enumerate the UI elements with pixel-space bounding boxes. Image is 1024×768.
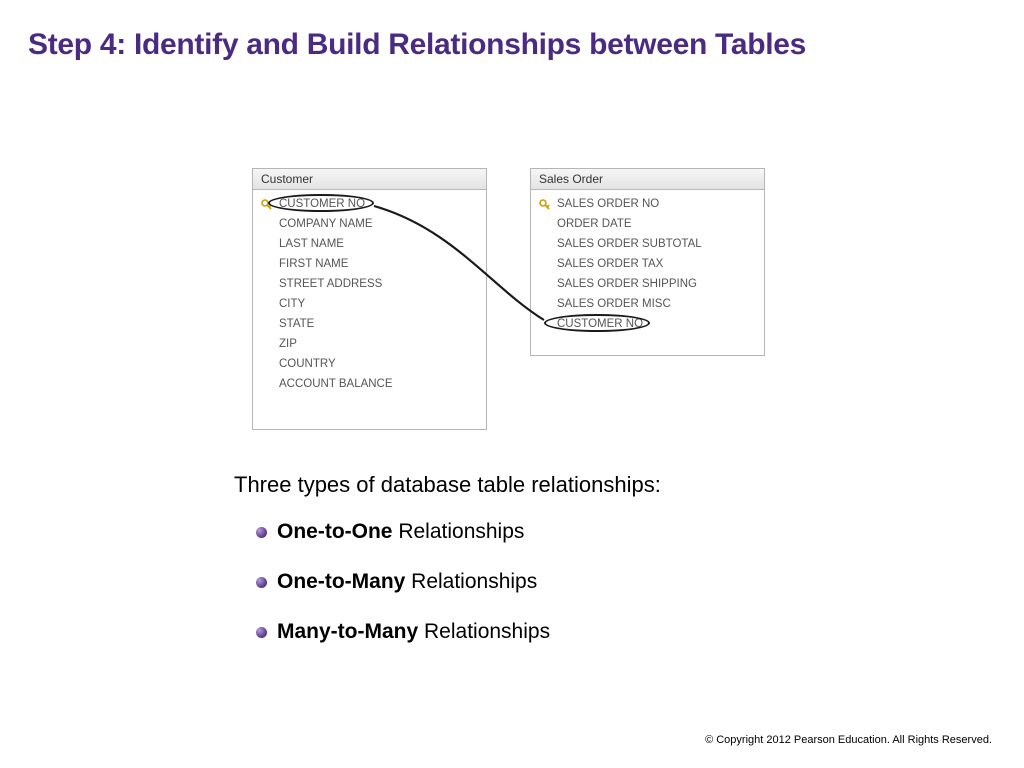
field-label: SALES ORDER MISC bbox=[557, 298, 671, 310]
bullet-rest: Relationships bbox=[405, 570, 537, 593]
bullet-bold: Many-to-Many bbox=[277, 620, 418, 643]
field-label: SALES ORDER SHIPPING bbox=[557, 278, 697, 290]
field-label: FIRST NAME bbox=[279, 258, 348, 270]
field-label: SALES ORDER TAX bbox=[557, 258, 663, 270]
field-row: SALES ORDER NO bbox=[557, 194, 758, 214]
field-row: LAST NAME bbox=[279, 234, 480, 254]
field-label: STATE bbox=[279, 318, 314, 330]
field-row: ACCOUNT BALANCE bbox=[279, 374, 480, 394]
bullet-bold: One-to-One bbox=[277, 520, 393, 543]
field-label: CUSTOMER NO bbox=[279, 198, 365, 210]
field-row: SALES ORDER SHIPPING bbox=[557, 274, 758, 294]
field-row: STATE bbox=[279, 314, 480, 334]
field-label: CUSTOMER NO bbox=[557, 318, 643, 330]
field-row: CUSTOMER NO bbox=[279, 194, 480, 214]
field-label: COMPANY NAME bbox=[279, 218, 373, 230]
field-row: STREET ADDRESS bbox=[279, 274, 480, 294]
table-body: SALES ORDER NO ORDER DATE SALES ORDER SU… bbox=[531, 190, 764, 338]
bullet-icon bbox=[256, 527, 267, 538]
field-label: COUNTRY bbox=[279, 358, 336, 370]
field-label: LAST NAME bbox=[279, 238, 344, 250]
field-label: SALES ORDER NO bbox=[557, 198, 659, 210]
bullet-bold: One-to-Many bbox=[277, 570, 405, 593]
page-title: Step 4: Identify and Build Relationships… bbox=[28, 28, 806, 62]
bullet-list: One-to-One Relationships One-to-Many Rel… bbox=[256, 520, 550, 670]
copyright-text: © Copyright 2012 Pearson Education. All … bbox=[705, 734, 992, 746]
table-header: Sales Order bbox=[531, 169, 764, 190]
field-row: SALES ORDER TAX bbox=[557, 254, 758, 274]
table-body: CUSTOMER NO COMPANY NAME LAST NAME FIRST… bbox=[253, 190, 486, 398]
intro-text: Three types of database table relationsh… bbox=[234, 472, 661, 498]
table-customer: Customer CUSTOMER NO COMPANY NAME LAST N… bbox=[252, 168, 487, 430]
field-row: ORDER DATE bbox=[557, 214, 758, 234]
bullet-icon bbox=[256, 577, 267, 588]
table-header: Customer bbox=[253, 169, 486, 190]
field-label: ORDER DATE bbox=[557, 218, 632, 230]
field-label: ACCOUNT BALANCE bbox=[279, 378, 393, 390]
field-row: SALES ORDER MISC bbox=[557, 294, 758, 314]
bullet-rest: Relationships bbox=[418, 620, 550, 643]
field-label: SALES ORDER SUBTOTAL bbox=[557, 238, 702, 250]
primary-key-icon bbox=[261, 198, 273, 210]
field-row: COMPANY NAME bbox=[279, 214, 480, 234]
relationship-diagram: Customer CUSTOMER NO COMPANY NAME LAST N… bbox=[252, 168, 782, 448]
field-row: ZIP bbox=[279, 334, 480, 354]
field-row: CITY bbox=[279, 294, 480, 314]
field-label: ZIP bbox=[279, 338, 297, 350]
bullet-rest: Relationships bbox=[393, 520, 525, 543]
field-label: STREET ADDRESS bbox=[279, 278, 382, 290]
bullet-icon bbox=[256, 627, 267, 638]
table-sales-order: Sales Order SALES ORDER NO ORDER DATE SA… bbox=[530, 168, 765, 356]
primary-key-icon bbox=[539, 198, 551, 210]
list-item: One-to-One Relationships bbox=[256, 520, 550, 544]
field-row: SALES ORDER SUBTOTAL bbox=[557, 234, 758, 254]
list-item: One-to-Many Relationships bbox=[256, 570, 550, 594]
field-row: CUSTOMER NO bbox=[557, 314, 758, 334]
list-item: Many-to-Many Relationships bbox=[256, 620, 550, 644]
field-label: CITY bbox=[279, 298, 305, 310]
field-row: FIRST NAME bbox=[279, 254, 480, 274]
field-row: COUNTRY bbox=[279, 354, 480, 374]
